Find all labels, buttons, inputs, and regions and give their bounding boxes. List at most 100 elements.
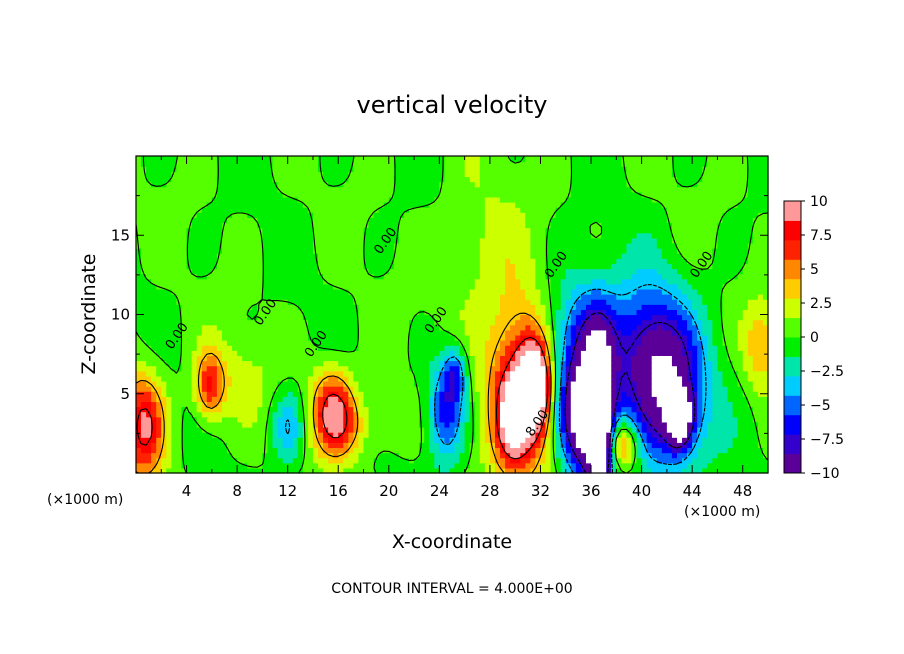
field-cell: [161, 294, 167, 300]
field-cell: [414, 437, 420, 443]
field-cell: [368, 314, 375, 321]
field-cell: [540, 462, 547, 469]
field-cell: [368, 273, 375, 280]
field-cell: [247, 411, 253, 418]
field-cell: [156, 340, 162, 346]
field-cell: [302, 334, 309, 341]
field-cell: [136, 329, 142, 336]
field-cell: [221, 457, 228, 464]
field-cell: [520, 370, 526, 377]
field-cell: [454, 462, 461, 469]
field-cell: [191, 386, 198, 392]
field-cell: [277, 452, 284, 459]
field-cell: [474, 386, 481, 392]
field-cell: [302, 375, 309, 382]
field-cell: [267, 334, 274, 341]
field-cell: [302, 365, 309, 372]
field-cell: [297, 406, 304, 413]
field-cell: [414, 253, 420, 259]
field-cell: [201, 462, 208, 469]
field-cell: [156, 314, 162, 321]
field-cell: [500, 253, 506, 259]
field-cell: [206, 380, 213, 387]
field-cell: [171, 314, 178, 321]
field-cell: [444, 432, 451, 438]
field-cell: [414, 171, 420, 178]
field-cell: [151, 156, 157, 162]
field-cell: [191, 268, 198, 275]
field-cell: [247, 202, 253, 208]
field-cell: [161, 380, 167, 387]
field-cell: [479, 217, 486, 224]
field-cell: [414, 196, 420, 203]
field-cell: [312, 186, 319, 193]
field-cell: [211, 258, 218, 264]
field-cell: [171, 258, 178, 264]
field-cell: [227, 370, 233, 377]
field-cell: [540, 411, 547, 418]
field-cell: [252, 273, 258, 280]
field-cell: [434, 207, 440, 213]
field-cell: [454, 196, 461, 203]
field-cell: [434, 222, 440, 229]
field-cell: [232, 176, 238, 183]
field-cell: [500, 401, 506, 408]
field-cell: [216, 217, 223, 224]
field-cell: [353, 294, 360, 300]
field-cell: [520, 237, 526, 244]
field-cell: [312, 196, 319, 203]
field-cell: [252, 248, 258, 254]
field-cell: [388, 186, 395, 193]
field-cell: [181, 171, 188, 178]
field-cell: [257, 329, 263, 336]
field-cell: [444, 462, 451, 469]
field-cell: [156, 176, 162, 183]
field-cell: [500, 171, 506, 178]
field-cell: [403, 360, 410, 367]
field-cell: [186, 467, 193, 474]
field-cell: [267, 442, 274, 449]
field-cell: [363, 442, 370, 449]
field-cell: [409, 186, 415, 193]
field-cell: [500, 442, 506, 449]
field-cell: [363, 207, 370, 213]
field-cell: [474, 324, 481, 331]
field-cell: [211, 304, 218, 310]
field-cell: [469, 156, 476, 162]
field-cell: [398, 222, 405, 229]
field-cell: [272, 207, 279, 213]
field-cell: [439, 227, 446, 234]
field-cell: [500, 391, 506, 397]
field-cell: [494, 242, 501, 249]
field-cell: [343, 386, 349, 392]
field-cell: [181, 237, 188, 244]
field-cell: [136, 237, 142, 244]
field-cell: [186, 345, 193, 351]
field-cell: [388, 181, 395, 188]
field-cell: [378, 304, 385, 310]
field-cell: [252, 237, 258, 244]
field-cell: [535, 212, 542, 218]
field-cell: [211, 340, 218, 346]
field-cell: [494, 237, 501, 244]
field-cell: [176, 350, 183, 356]
field-cell: [141, 329, 147, 336]
field-cell: [489, 380, 496, 387]
field-cell: [429, 181, 435, 188]
field-cell: [439, 386, 446, 392]
field-cell: [494, 406, 501, 413]
field-cell: [257, 375, 263, 382]
field-cell: [535, 227, 542, 234]
field-cell: [444, 304, 451, 310]
field-cell: [267, 288, 274, 295]
field-cell: [348, 437, 355, 443]
field-cell: [166, 299, 172, 305]
field-cell: [328, 462, 334, 469]
field-cell: [474, 227, 481, 234]
field-cell: [419, 186, 425, 193]
field-cell: [373, 294, 380, 300]
field-cell: [136, 222, 142, 229]
field-cell: [393, 202, 400, 208]
field-cell: [146, 421, 152, 428]
field-cell: [494, 181, 501, 188]
